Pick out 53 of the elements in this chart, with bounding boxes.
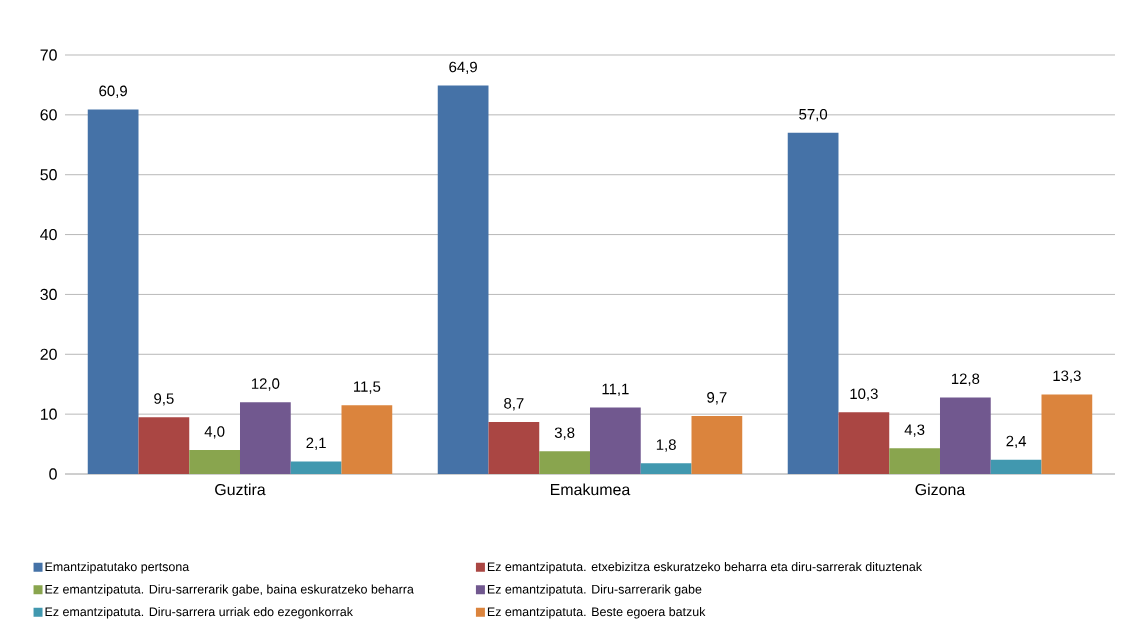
y-tick-label: 20 <box>40 348 57 360</box>
bar <box>838 412 890 474</box>
x-tick-label: Emakumea <box>550 483 631 496</box>
data-label: 4,0 <box>204 426 225 439</box>
bar <box>787 132 839 474</box>
data-label: 2,1 <box>306 437 326 450</box>
x-tick-label: Gizona <box>915 483 966 496</box>
bar <box>889 448 940 474</box>
bar <box>488 421 540 474</box>
bar <box>189 450 240 474</box>
y-tick-label: 60 <box>40 109 57 121</box>
legend-label: Ez emantzipatuta. Diru-sarrerarik gabe <box>487 584 702 597</box>
legend-label: Ez emantzipatuta. Diru-sarrerarik gabe, baina eskuratzeko beharra <box>45 584 414 597</box>
data-label: 11,5 <box>354 381 381 394</box>
data-label: 64,9 <box>449 61 477 74</box>
data-label: 2,4 <box>1006 435 1027 449</box>
bar <box>138 417 190 474</box>
data-label: 3,8 <box>554 427 575 440</box>
bar <box>539 451 590 474</box>
bar <box>341 405 393 474</box>
y-tick-label: 40 <box>40 228 57 241</box>
legend-label: Emantzipatutako pertsona <box>45 561 190 574</box>
y-tick-label: 10 <box>40 408 57 420</box>
data-label: 8,7 <box>504 398 524 411</box>
bar <box>589 407 641 474</box>
bar <box>290 461 342 474</box>
bar <box>87 109 139 474</box>
legend-label: Ez emantzipatuta. Diru-sarrera urriak edo ezegonkorrak <box>45 606 353 619</box>
legend-label: Ez emantzipatuta. etxebizitza eskuratzeko beharra eta diru-sarrerak dituztenak <box>487 561 923 574</box>
data-label: 10,3 <box>850 388 878 401</box>
bar <box>437 85 489 474</box>
y-tick-label: 70 <box>40 49 57 61</box>
data-label: 12,8 <box>951 373 980 386</box>
bar <box>990 459 1042 474</box>
data-label: 12,0 <box>251 378 280 391</box>
data-label: 4,3 <box>904 424 925 437</box>
data-label: 11,1 <box>602 383 629 397</box>
legend-label: Ez emantzipatuta. Beste egoera batzuk <box>487 606 706 619</box>
data-label: 60,9 <box>99 85 127 98</box>
y-tick-label: 30 <box>40 288 57 301</box>
data-label: 1,8 <box>656 439 676 452</box>
bar <box>640 463 692 474</box>
bar <box>939 397 991 474</box>
bar <box>1041 394 1093 474</box>
bar <box>691 415 743 474</box>
data-label: 13,3 <box>1053 370 1081 383</box>
bar <box>240 402 291 474</box>
data-label: 9,7 <box>707 392 727 405</box>
y-tick-label: 0 <box>49 468 57 480</box>
data-label: 57,0 <box>799 108 828 122</box>
data-label: 9,5 <box>154 393 174 406</box>
y-tick-label: 50 <box>40 169 57 181</box>
x-tick-label: Guztira <box>215 483 266 496</box>
